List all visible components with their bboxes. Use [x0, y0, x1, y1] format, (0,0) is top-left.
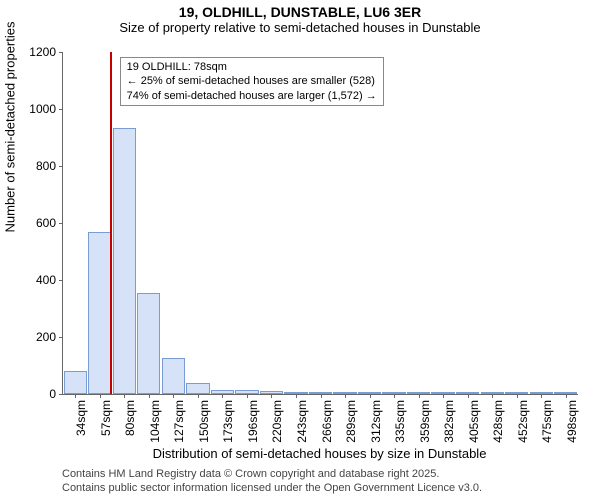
footer-line-2: Contains public sector information licen…: [62, 482, 482, 496]
y-tick-label: 800: [36, 159, 56, 173]
footer-line-1: Contains HM Land Registry data © Crown c…: [62, 468, 482, 482]
x-tick-label: 382sqm: [442, 400, 456, 450]
y-tick-label: 1000: [29, 102, 56, 116]
x-tick-label: 289sqm: [344, 400, 358, 450]
info-box: 19 OLDHILL: 78sqm ← 25% of semi-detached…: [120, 57, 384, 106]
y-tick-label: 200: [36, 330, 56, 344]
histogram-bar: [186, 383, 209, 394]
x-tick-label: 428sqm: [491, 400, 505, 450]
x-tick-label: 34sqm: [74, 400, 88, 450]
y-tick-label: 400: [36, 273, 56, 287]
histogram-bar: [137, 293, 160, 394]
y-tick-label: 600: [36, 216, 56, 230]
x-tick-label: 312sqm: [369, 400, 383, 450]
info-line-3: 74% of semi-detached houses are larger (…: [127, 89, 377, 103]
x-tick-label: 452sqm: [516, 400, 530, 450]
x-tick-label: 80sqm: [123, 400, 137, 450]
histogram-bar: [64, 371, 87, 394]
property-marker-line: [110, 52, 112, 394]
x-tick-label: 475sqm: [540, 400, 554, 450]
x-tick-label: 196sqm: [246, 400, 260, 450]
plot-area: 19 OLDHILL: 78sqm ← 25% of semi-detached…: [62, 52, 578, 395]
histogram-bar: [113, 128, 136, 394]
info-line-2: ← 25% of semi-detached houses are smalle…: [127, 74, 377, 88]
x-tick-label: 335sqm: [393, 400, 407, 450]
x-tick-label: 104sqm: [148, 400, 162, 450]
x-tick-label: 498sqm: [565, 400, 579, 450]
chart-container: 19, OLDHILL, DUNSTABLE, LU6 3ER Size of …: [0, 0, 600, 500]
chart-title: 19, OLDHILL, DUNSTABLE, LU6 3ER: [0, 0, 600, 20]
x-tick-label: 359sqm: [418, 400, 432, 450]
x-tick-label: 150sqm: [197, 400, 211, 450]
histogram-bar: [162, 358, 185, 394]
x-tick-label: 173sqm: [221, 400, 235, 450]
chart-subtitle: Size of property relative to semi-detach…: [0, 20, 600, 35]
x-tick-label: 243sqm: [295, 400, 309, 450]
info-line-1: 19 OLDHILL: 78sqm: [127, 60, 377, 74]
x-tick-label: 220sqm: [270, 400, 284, 450]
x-tick-label: 266sqm: [320, 400, 334, 450]
y-tick-label: 0: [49, 387, 56, 401]
footer-attribution: Contains HM Land Registry data © Crown c…: [62, 468, 482, 496]
y-axis-label: Number of semi-detached properties: [3, 213, 18, 233]
histogram-bar: [88, 232, 111, 394]
x-tick-label: 57sqm: [99, 400, 113, 450]
y-tick-label: 1200: [29, 45, 56, 59]
x-tick-label: 127sqm: [172, 400, 186, 450]
x-tick-label: 405sqm: [467, 400, 481, 450]
